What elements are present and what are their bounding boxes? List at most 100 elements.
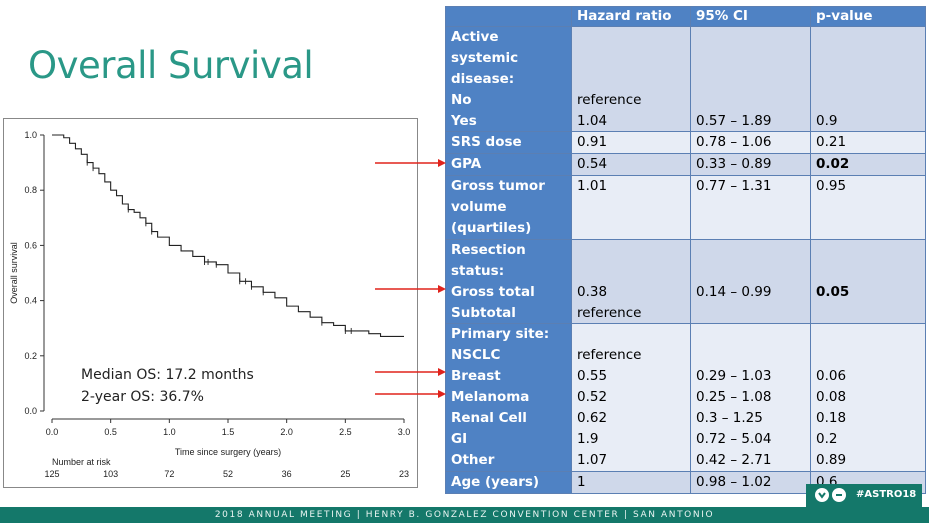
cell-line: reference bbox=[577, 91, 642, 108]
header-variable bbox=[445, 6, 572, 27]
cell-line: 0.25 – 1.08 bbox=[696, 389, 772, 406]
cell-line: 1.01 bbox=[577, 178, 608, 195]
table-cell-ci: 0.77 – 1.31 bbox=[690, 175, 811, 240]
at-risk-count: 103 bbox=[103, 469, 118, 479]
cell-line: 0.95 bbox=[816, 178, 847, 195]
cell-line: 0.89 bbox=[816, 451, 847, 468]
cell-line: 0.98 – 1.02 bbox=[696, 473, 772, 490]
cell-line: disease: bbox=[451, 70, 515, 87]
cell-line bbox=[816, 303, 920, 324]
cell-line bbox=[696, 240, 805, 261]
cell-line: 0.21 bbox=[816, 134, 847, 151]
x-tick-label: 3.0 bbox=[398, 427, 411, 437]
cell-line bbox=[577, 27, 685, 48]
social-icons bbox=[815, 488, 846, 502]
table-cell-label: Resection status: Gross total Subtotal bbox=[445, 238, 572, 325]
table-cell-ci: 0.78 – 1.06 bbox=[690, 131, 811, 155]
cell-line: Gross tumor bbox=[451, 178, 545, 195]
at-risk-count: 72 bbox=[164, 469, 174, 479]
table-row: Active systemic disease: No Yes reference 1.04… bbox=[445, 25, 926, 133]
cell-line bbox=[696, 48, 805, 69]
cell-line: 0.05 bbox=[816, 283, 850, 300]
cell-line bbox=[816, 27, 920, 48]
cell-line: Yes bbox=[451, 112, 477, 129]
median-os-annotation: Median OS: 17.2 months bbox=[81, 367, 254, 383]
table-cell-hr: 0.91 bbox=[571, 131, 691, 155]
cell-line: Age (years) bbox=[451, 473, 540, 490]
cell-line: 0.42 – 2.71 bbox=[696, 451, 772, 468]
at-risk-count: 36 bbox=[282, 469, 292, 479]
cell-line: status: bbox=[451, 262, 505, 279]
cell-line bbox=[577, 324, 685, 345]
x-axis-label: Time since surgery (years) bbox=[175, 447, 281, 457]
slide-title: Overall Survival bbox=[28, 44, 314, 87]
cell-line: 0.54 bbox=[577, 156, 608, 173]
cell-line: 0.14 – 0.99 bbox=[696, 283, 772, 300]
table-cell-p: 0.06 0.08 0.18 0.2 0.89 bbox=[810, 323, 926, 472]
table-cell-ci: 0.14 – 0.99 bbox=[690, 238, 811, 325]
cell-line: 0.57 – 1.89 bbox=[696, 112, 772, 129]
table-cell-ci: 0.29 – 1.03 0.25 – 1.08 0.3 – 1.25 0.72 – 5… bbox=[690, 323, 811, 472]
cell-line: 0.9 bbox=[816, 112, 838, 129]
table-cell-p: 0.21 bbox=[810, 131, 926, 155]
cell-line bbox=[577, 218, 685, 239]
cell-line bbox=[696, 90, 805, 111]
at-risk-count: 23 bbox=[399, 469, 409, 479]
x-tick-label: 2.0 bbox=[280, 427, 293, 437]
km-chart-panel: 0.0 0.2 0.4 0.6 0.8 1.0 0.0 0.5 1.0 1.5 2.0 2.5 3.0 T… bbox=[3, 118, 418, 488]
cell-line: No bbox=[451, 91, 472, 108]
cell-line: 0.3 – 1.25 bbox=[696, 410, 763, 427]
cell-line bbox=[816, 324, 920, 345]
cell-line: 0.52 bbox=[577, 389, 608, 406]
cell-line: Other bbox=[451, 451, 495, 468]
cell-line bbox=[816, 218, 920, 239]
cell-line bbox=[816, 90, 920, 111]
cell-line: GPA bbox=[451, 156, 482, 173]
cell-line bbox=[577, 240, 685, 261]
cell-line bbox=[577, 261, 685, 282]
x-tick-label: 1.5 bbox=[222, 427, 235, 437]
header-hazard-ratio: Hazard ratio bbox=[571, 6, 691, 27]
cell-line: 0.2 bbox=[816, 430, 838, 447]
hazard-ratio-table: Hazard ratio 95% CI p-value Active system… bbox=[445, 6, 926, 494]
table-cell-hr: 1.01 bbox=[571, 175, 691, 240]
table-cell-label: Age (years) bbox=[445, 470, 572, 494]
cell-line: 0.18 bbox=[816, 410, 847, 427]
cell-line: 0.78 – 1.06 bbox=[696, 134, 772, 151]
x-tick-label: 0.5 bbox=[104, 427, 117, 437]
hashtag-label: #ASTRO18 bbox=[856, 489, 917, 500]
table-cell-ci: 0.57 – 1.89 bbox=[690, 25, 811, 133]
table-cell-hr: reference 0.55 0.52 0.62 1.9 1.07 bbox=[571, 323, 691, 472]
at-risk-label: Number at risk bbox=[52, 457, 111, 467]
cell-line: 0.02 bbox=[816, 156, 850, 173]
table-cell-ci: 0.33 – 0.89 bbox=[690, 153, 811, 177]
y-tick-label: 0.0 bbox=[24, 406, 37, 416]
table-row: Age (years) 1 0.98 – 1.02 0.6 bbox=[445, 470, 926, 494]
cell-line: 0.38 bbox=[577, 283, 608, 300]
cell-line: 1 bbox=[577, 473, 586, 490]
table-cell-p: 0.05 bbox=[810, 238, 926, 325]
table-row: SRS dose 0.91 0.78 – 1.06 0.21 bbox=[445, 131, 926, 155]
y-tick-label: 0.2 bbox=[24, 351, 37, 361]
cell-line: reference bbox=[577, 304, 642, 321]
cell-line: Resection bbox=[451, 241, 526, 258]
y-axis-label: Overall survival bbox=[9, 242, 19, 304]
cell-line: Subtotal bbox=[451, 304, 516, 321]
table-row: Primary site: NSCLC Breast Melanoma Renal Ce… bbox=[445, 323, 926, 472]
cell-line: 0.62 bbox=[577, 410, 608, 427]
y-tick-label: 0.6 bbox=[24, 240, 37, 250]
cell-line: 0.55 bbox=[577, 368, 608, 385]
table-cell-label: Primary site: NSCLC Breast Melanoma Renal Ce… bbox=[445, 323, 572, 472]
cell-line bbox=[696, 218, 805, 239]
cell-line: 1.04 bbox=[577, 112, 608, 129]
cell-line bbox=[696, 197, 805, 218]
table-cell-label: SRS dose bbox=[445, 131, 572, 155]
cell-line: SRS dose bbox=[451, 134, 522, 151]
header-p-value: p-value bbox=[810, 6, 926, 27]
cell-line bbox=[696, 69, 805, 90]
table-cell-label: Active systemic disease: No Yes bbox=[445, 25, 572, 133]
cell-line: 0.91 bbox=[577, 134, 608, 151]
y-tick-label: 1.0 bbox=[24, 130, 37, 140]
cell-line bbox=[816, 69, 920, 90]
astro-logo-badge: #ASTRO18 bbox=[806, 484, 922, 507]
